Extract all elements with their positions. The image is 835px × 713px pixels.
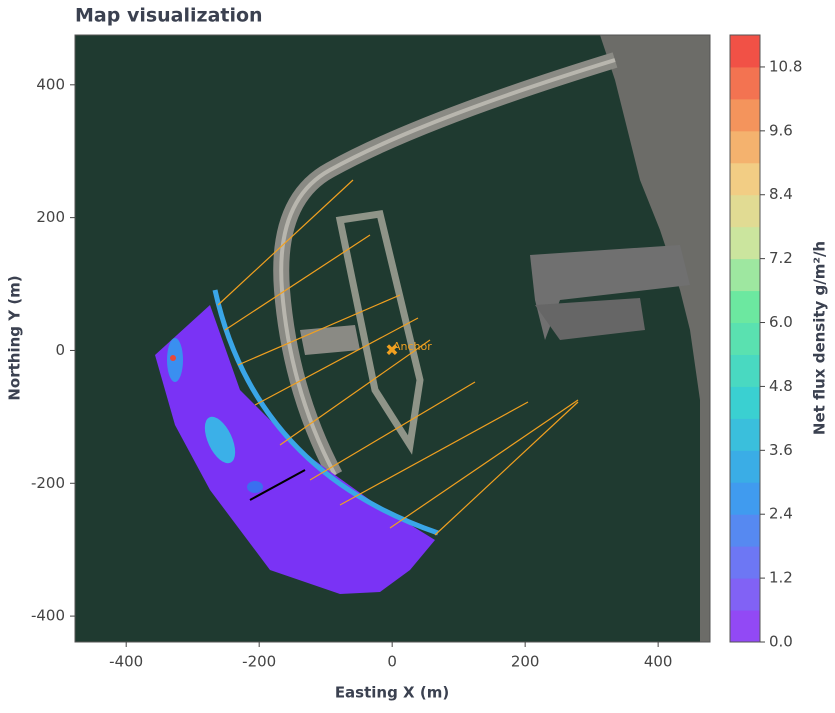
colorbar-band <box>730 258 760 292</box>
colorbar-band <box>730 322 760 355</box>
breakwater-road <box>279 58 616 476</box>
jetty <box>300 325 360 355</box>
colorbar-tick-label: 7.2 <box>769 249 793 267</box>
flux-spot <box>204 416 236 464</box>
arrow <box>249 469 306 501</box>
colorbar-tick-label: 6.0 <box>769 313 793 331</box>
y-tick-label: 200 <box>36 208 65 226</box>
colorbar-band <box>730 610 760 643</box>
pier <box>535 298 645 340</box>
colorbar-band <box>730 354 760 387</box>
colorbar-band <box>730 514 760 547</box>
anchor-zone <box>335 210 424 455</box>
y-tick-label: 400 <box>36 75 65 93</box>
flux-spot <box>247 481 263 493</box>
transect <box>212 289 439 536</box>
x-tick-label: -400 <box>109 653 143 671</box>
colorbar-tick-label: 9.6 <box>769 121 793 139</box>
x-tick-label: 200 <box>511 653 540 671</box>
title: Map visualization <box>75 5 263 27</box>
x-tick-label: 400 <box>644 653 673 671</box>
colorbar-band <box>730 578 760 611</box>
colorbar-band <box>730 290 760 324</box>
colorbar-band <box>730 66 760 100</box>
colorbar-label: Net flux density g/m²/h <box>811 241 829 435</box>
colorbar-tick-label: 2.4 <box>769 505 793 523</box>
colorbar-tick-label: 8.4 <box>769 185 793 203</box>
colorbar-tick-label: 1.2 <box>769 569 793 587</box>
pier <box>530 245 690 340</box>
colorbar-band <box>730 386 760 419</box>
colorbar-frame <box>729 34 761 643</box>
track-lines <box>217 179 579 536</box>
x-tick-label: 0 <box>387 653 397 671</box>
colorbar-tick-label: 4.8 <box>769 377 793 395</box>
colorbar-band <box>730 130 760 164</box>
x-label: Easting X (m) <box>335 684 449 702</box>
colorbar-band <box>730 226 760 260</box>
colorbar-tick-label: 10.8 <box>769 57 802 75</box>
map: ✖ Anchor <box>75 35 710 642</box>
colorbar-band <box>730 482 760 515</box>
land <box>600 35 710 642</box>
y-label: Northing Y (m) <box>6 275 24 400</box>
colorbar-band <box>730 98 760 132</box>
flux-spot <box>170 355 176 361</box>
anchor-marker: ✖ <box>385 341 398 360</box>
x-tick-label: -200 <box>242 653 276 671</box>
anchor-label: Anchor <box>393 340 432 353</box>
colorbar-tick-label: 0.0 <box>769 633 793 651</box>
colorbar-tick-label: 3.6 <box>769 441 793 459</box>
colorbar-band <box>730 450 760 483</box>
colorbar-band <box>730 162 760 196</box>
colorbar-band <box>730 194 760 228</box>
y-tick-label: -200 <box>31 474 65 492</box>
colorbar-band <box>730 35 760 68</box>
y-tick-label: 0 <box>55 341 65 359</box>
colorbar-band <box>730 418 760 451</box>
colorbar-band <box>730 546 760 579</box>
y-tick-label: -400 <box>31 607 65 625</box>
flux-field <box>155 305 435 594</box>
